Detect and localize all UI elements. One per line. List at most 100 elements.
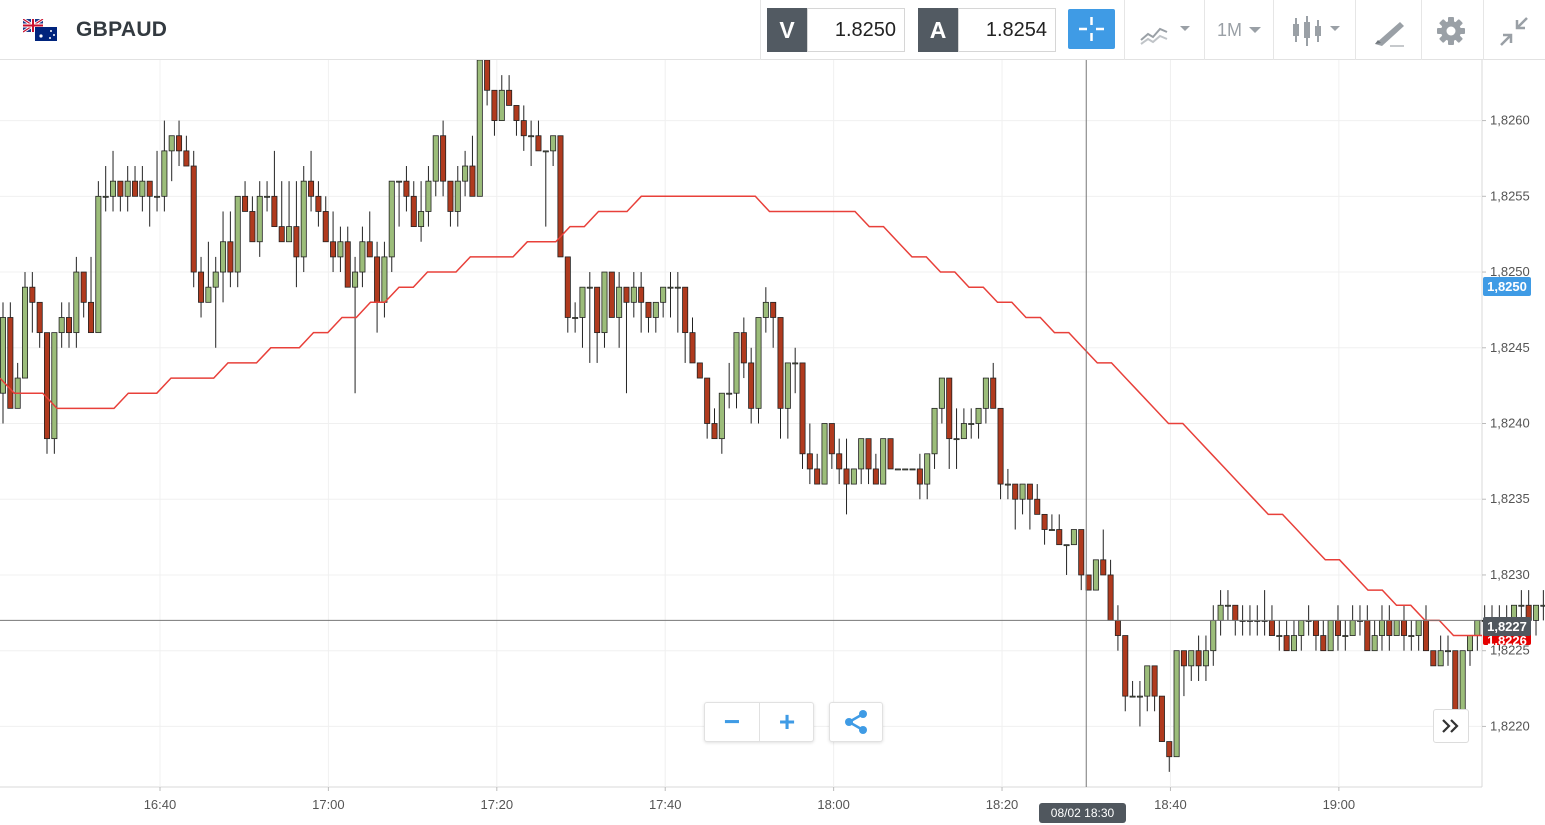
candle: [447, 180, 454, 227]
candle-body: [792, 362, 799, 365]
candle: [1012, 483, 1019, 530]
candle: [880, 438, 887, 485]
candle-body: [594, 286, 601, 334]
candle-body: [308, 180, 315, 197]
symbol-label: GBPAUD: [76, 18, 168, 41]
x-tick-label: 18:40: [1154, 797, 1187, 812]
candle: [953, 408, 960, 469]
candle: [1342, 620, 1349, 651]
candle-body: [1114, 619, 1121, 636]
candle: [645, 301, 652, 333]
candle: [990, 362, 997, 409]
candle: [887, 438, 894, 470]
drawing-tools-icon: [1375, 22, 1404, 47]
candle: [777, 317, 784, 439]
candle: [139, 166, 146, 212]
candle: [1224, 590, 1231, 621]
candles: [0, 60, 1545, 772]
candle-body: [381, 256, 388, 303]
zoom-out-button[interactable]: −: [723, 706, 741, 737]
candle: [168, 135, 175, 182]
candle-body: [689, 332, 696, 364]
candle-body: [1056, 529, 1063, 546]
candle: [1422, 605, 1429, 652]
candle: [1334, 605, 1341, 651]
zoom-divider: [759, 703, 760, 741]
candle: [997, 407, 1004, 500]
candle-body: [616, 286, 623, 318]
fullscreen-button[interactable]: [1496, 10, 1532, 50]
candle: [220, 211, 227, 303]
timeframe-label[interactable]: 1M: [1217, 20, 1243, 40]
candle: [1533, 604, 1540, 636]
sell-price[interactable]: 1.8250: [807, 8, 905, 52]
candle-body: [337, 241, 344, 258]
candle: [1393, 619, 1400, 636]
candle-body: [982, 377, 989, 409]
candle: [124, 166, 131, 212]
candle: [982, 377, 989, 424]
candle-body: [1393, 619, 1400, 636]
candle: [381, 241, 388, 318]
candle-body: [1312, 619, 1319, 636]
candle-body: [322, 211, 329, 243]
chevron-down-icon[interactable]: [1248, 26, 1262, 34]
candle: [1092, 559, 1099, 591]
candle: [1019, 483, 1026, 515]
candle: [1430, 650, 1437, 667]
candle: [1063, 544, 1070, 575]
candle-body: [902, 468, 909, 471]
candle-body: [1533, 604, 1540, 621]
candle-body: [1437, 650, 1444, 667]
candle: [22, 272, 29, 379]
candle-body: [66, 317, 73, 334]
candle-body: [623, 286, 630, 303]
zoom-in-button[interactable]: +: [778, 706, 796, 737]
candle-body: [1100, 559, 1107, 576]
candle: [814, 453, 821, 485]
scroll-to-latest-button[interactable]: [1433, 709, 1469, 743]
candle-body: [726, 392, 733, 395]
candle-body: [858, 438, 865, 470]
drawing-tools-button[interactable]: [1370, 10, 1408, 50]
candle: [117, 180, 124, 212]
candle-body: [410, 195, 417, 228]
settings-button[interactable]: [1433, 10, 1469, 50]
candle-body: [528, 135, 535, 138]
candle-body: [1136, 695, 1143, 698]
candle-body: [674, 286, 681, 289]
candle: [946, 377, 953, 469]
candle: [330, 211, 337, 273]
candle-body: [198, 271, 205, 303]
settings-icon: [1437, 17, 1465, 45]
candle: [667, 272, 674, 318]
crosshair-button[interactable]: [1068, 9, 1115, 49]
candle-body: [608, 271, 615, 318]
sell-label[interactable]: V: [767, 8, 807, 52]
candle-body: [212, 271, 219, 288]
indicators-button[interactable]: [1290, 10, 1345, 50]
candle-body: [740, 332, 747, 364]
candle: [528, 120, 535, 167]
candle: [234, 195, 241, 288]
candle-body: [344, 241, 351, 288]
toolbar-divider: [1421, 0, 1422, 60]
candle-body: [205, 286, 212, 303]
candle-body: [513, 105, 520, 121]
candle: [1283, 620, 1290, 652]
candle: [205, 241, 212, 303]
fullscreen-icon: [1500, 17, 1528, 46]
chart-type-button[interactable]: [1138, 10, 1196, 50]
candle: [344, 226, 351, 288]
candle-body: [1092, 559, 1099, 591]
candle-body: [887, 438, 894, 470]
candle-body: [1444, 650, 1451, 653]
candle-body: [80, 271, 87, 303]
candle-body: [352, 271, 359, 288]
buy-price[interactable]: 1.8254: [958, 8, 1056, 52]
candle-body: [462, 165, 469, 182]
buy-label[interactable]: A: [918, 8, 958, 52]
share-button[interactable]: [829, 702, 883, 742]
candle-body: [799, 362, 806, 455]
candle-body: [865, 438, 872, 470]
